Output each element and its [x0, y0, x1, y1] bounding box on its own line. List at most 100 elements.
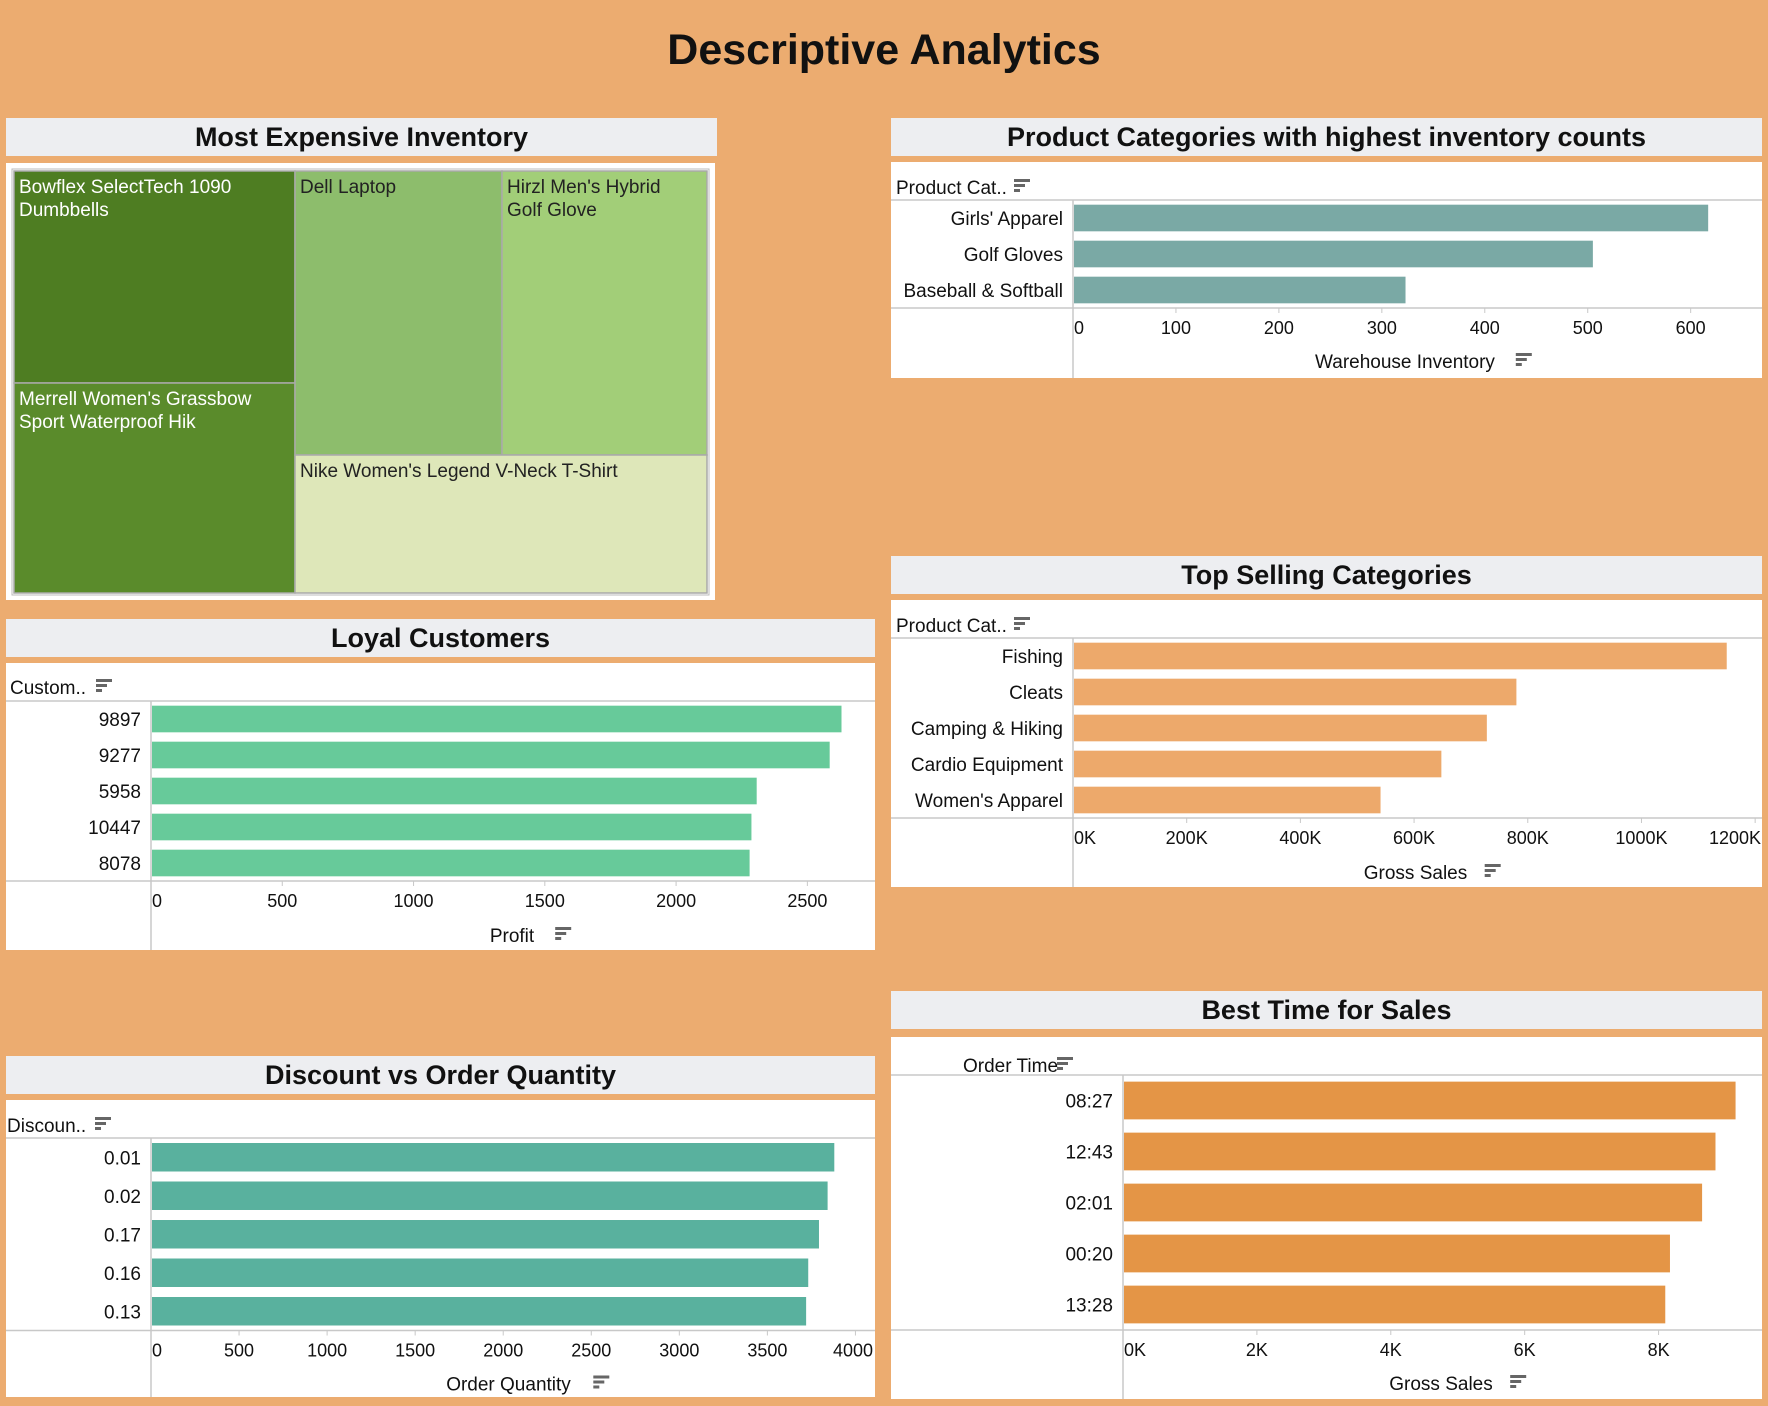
x-tick-label: 2000	[483, 1341, 523, 1361]
x-tick-label: 500	[1573, 318, 1603, 338]
sort-icon	[1057, 1057, 1073, 1070]
x-tick-label: 3000	[659, 1341, 699, 1361]
x-tick-label: 4000	[833, 1341, 873, 1361]
category-label: 0.17	[104, 1225, 141, 1246]
x-tick-label: 400	[1470, 318, 1500, 338]
inventory-title: Product Categories with highest inventor…	[891, 118, 1762, 156]
x-tick-label: 600	[1676, 318, 1706, 338]
bar	[1124, 1183, 1703, 1222]
x-tick-label: 200	[1264, 318, 1294, 338]
x-tick-label: 1000	[307, 1341, 347, 1361]
loyal-chart: Custom.. 9897 9277 5958 10447 8078 0 500 1000 150…	[6, 678, 875, 950]
x-axis-title: Order Quantity	[446, 1375, 571, 1396]
category-label: 5958	[99, 782, 141, 803]
x-tick-label: 4K	[1380, 1340, 1402, 1360]
category-label: 0.13	[104, 1302, 141, 1323]
bar	[152, 1297, 807, 1326]
treemap-panel: Bowflex SelectTech 1090 Dumbbells Merrell …	[6, 163, 715, 600]
bar	[152, 1143, 835, 1172]
y-axis-title: Custom..	[10, 678, 86, 699]
x-tick-label: 1500	[395, 1341, 435, 1361]
y-axis-title: Product Cat..	[896, 616, 1007, 637]
x-tick-label: 500	[224, 1341, 254, 1361]
category-label: 00:20	[1065, 1245, 1113, 1266]
bar	[1124, 1081, 1736, 1120]
x-tick-label: 2500	[571, 1341, 611, 1361]
bar	[1074, 276, 1406, 304]
x-tick-label: 500	[267, 891, 297, 911]
sort-icon	[593, 1375, 610, 1389]
category-label: 0.16	[104, 1264, 141, 1285]
category-label: 12:43	[1065, 1143, 1113, 1164]
x-tick-label: 200K	[1166, 828, 1208, 848]
sort-icon	[1515, 353, 1532, 366]
x-tick-label: 2500	[787, 891, 827, 911]
time-chart: Order Time 08:27 12:43 02:01 00:20 13:28 0K 2K 4…	[891, 1056, 1762, 1399]
discount-panel: Discoun.. 0.01 0.02 0.17 0.16 0.13 0 500 1000 150…	[6, 1100, 875, 1397]
bar	[1074, 678, 1517, 706]
selling-title: Top Selling Categories	[891, 556, 1762, 594]
x-tick-label: 600K	[1393, 828, 1435, 848]
sort-icon	[555, 927, 572, 940]
category-label: Golf Gloves	[964, 245, 1063, 266]
x-tick-label: 0	[1074, 318, 1084, 338]
bar	[152, 813, 752, 841]
treemap-label: Dell Laptop	[300, 177, 396, 198]
y-axis-title: Discoun..	[7, 1116, 86, 1137]
x-tick-label: 6K	[1514, 1340, 1536, 1360]
x-tick-label: 1500	[525, 891, 565, 911]
x-axis-title: Gross Sales	[1364, 863, 1467, 884]
bar	[1124, 1234, 1670, 1273]
discount-chart: Discoun.. 0.01 0.02 0.17 0.16 0.13 0 500 1000 150…	[6, 1116, 875, 1397]
bar	[1074, 750, 1442, 778]
category-label: Camping & Hiking	[911, 719, 1063, 740]
category-label: Girls' Apparel	[951, 209, 1063, 230]
inventory-chart: Product Cat.. Girls' Apparel Golf Gloves Ba…	[891, 178, 1762, 378]
dashboard-title: Descriptive Analytics	[667, 26, 1101, 74]
bar	[152, 1181, 828, 1210]
sort-icon	[1014, 617, 1030, 630]
category-label: 02:01	[1065, 1194, 1113, 1215]
treemap-tile	[294, 170, 503, 456]
bar	[152, 741, 830, 769]
treemap-label: Dumbbells	[19, 200, 109, 221]
x-tick-label: 2000	[656, 891, 696, 911]
x-axis-title: Gross Sales	[1389, 1374, 1492, 1395]
bar	[152, 1258, 809, 1287]
sort-icon	[1510, 1375, 1527, 1388]
x-tick-label: 8K	[1648, 1340, 1670, 1360]
category-label: Cleats	[1009, 683, 1063, 704]
treemap-tile	[13, 170, 296, 384]
x-tick-label: 1200K	[1709, 828, 1761, 848]
bar	[1124, 1132, 1716, 1171]
treemap-label: Nike Women's Legend V-Neck T-Shirt	[300, 461, 618, 482]
category-label: 0.01	[104, 1148, 141, 1169]
sort-icon	[1014, 179, 1030, 192]
bar	[1074, 714, 1487, 742]
bar	[1074, 204, 1709, 232]
x-tick-label: 0	[152, 1341, 162, 1361]
category-label: Fishing	[1002, 647, 1063, 668]
time-panel: Order Time 08:27 12:43 02:01 00:20 13:28 0K 2K 4…	[891, 1037, 1762, 1399]
selling-chart: Product Cat.. Fishing Cleats Camping & Hiki…	[891, 616, 1762, 887]
x-axis-title: Profit	[490, 926, 535, 947]
treemap-frame	[11, 168, 710, 596]
selling-panel: Product Cat.. Fishing Cleats Camping & Hiki…	[891, 600, 1762, 887]
loyal-panel: Custom.. 9897 9277 5958 10447 8078 0 500 1000 150…	[6, 663, 875, 950]
category-label: 08:27	[1065, 1092, 1113, 1113]
sort-icon	[96, 679, 112, 692]
time-title: Best Time for Sales	[891, 991, 1762, 1029]
loyal-title: Loyal Customers	[6, 619, 875, 657]
discount-title: Discount vs Order Quantity	[6, 1056, 875, 1094]
x-tick-label: 0K	[1124, 1340, 1146, 1360]
bar	[1074, 240, 1593, 268]
x-tick-label: 3500	[747, 1341, 787, 1361]
treemap-label: Bowflex SelectTech 1090	[19, 177, 231, 198]
x-tick-label: 1000K	[1615, 828, 1667, 848]
x-tick-label: 2K	[1246, 1340, 1268, 1360]
x-tick-label: 800K	[1507, 828, 1549, 848]
treemap-label: Hirzl Men's Hybrid	[507, 177, 661, 198]
category-label: Baseball & Softball	[904, 281, 1064, 302]
y-axis-title: Order Time	[963, 1056, 1058, 1077]
